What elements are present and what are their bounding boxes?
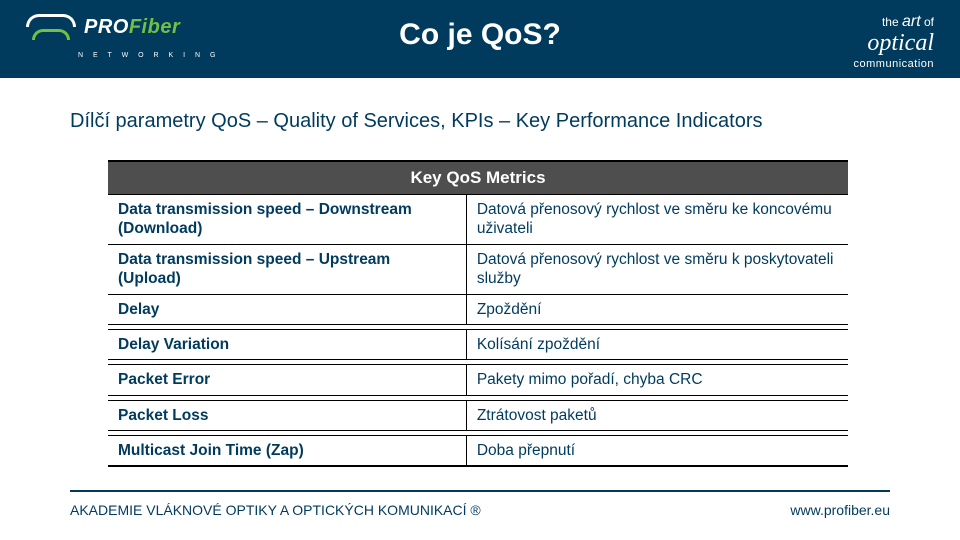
table-row: Packet ErrorPakety mimo pořadí, chyba CR…: [108, 365, 848, 395]
table-row: Delay VariationKolísání zpoždění: [108, 330, 848, 360]
slide-title: Co je QoS?: [0, 18, 960, 52]
table-row: Data transmission speed – Upstream (Uplo…: [108, 245, 848, 295]
cell-metric: Delay: [108, 295, 467, 324]
cell-description: Kolísání zpoždění: [467, 330, 848, 359]
qos-table: Key QoS Metrics Data transmission speed …: [108, 160, 848, 467]
cell-description: Datová přenosový rychlost ve směru ke ko…: [467, 195, 848, 244]
cell-metric: Packet Error: [108, 365, 467, 394]
subtitle: Dílčí parametry QoS – Quality of Service…: [70, 110, 763, 133]
header-bar: PROFiber N E T W O R K I N G the art of …: [0, 0, 960, 78]
table-row: Data transmission speed – Downstream (Do…: [108, 195, 848, 245]
table-row: Multicast Join Time (Zap)Doba přepnutí: [108, 436, 848, 465]
slide: PROFiber N E T W O R K I N G the art of …: [0, 0, 960, 540]
cell-description: Doba přepnutí: [467, 436, 848, 465]
footer: AKADEMIE VLÁKNOVÉ OPTIKY A OPTICKÝCH KOM…: [70, 502, 890, 518]
cell-description: Datová přenosový rychlost ve směru k pos…: [467, 245, 848, 294]
cell-metric: Packet Loss: [108, 401, 467, 430]
footer-left: AKADEMIE VLÁKNOVÉ OPTIKY A OPTICKÝCH KOM…: [70, 502, 481, 518]
cell-metric: Data transmission speed – Downstream (Do…: [108, 195, 467, 244]
cell-description: Pakety mimo pořadí, chyba CRC: [467, 365, 848, 394]
footer-divider: [70, 490, 890, 492]
logo-subtext: N E T W O R K I N G: [78, 52, 219, 59]
table-row: Packet LossZtrátovost paketů: [108, 401, 848, 431]
table-row: DelayZpoždění: [108, 295, 848, 325]
cell-description: Ztrátovost paketů: [467, 401, 848, 430]
cell-metric: Multicast Join Time (Zap): [108, 436, 467, 465]
cell-metric: Data transmission speed – Upstream (Uplo…: [108, 245, 467, 294]
cell-description: Zpoždění: [467, 295, 848, 324]
table-body: Data transmission speed – Downstream (Do…: [108, 195, 848, 465]
footer-right: www.profiber.eu: [790, 502, 890, 518]
table-header: Key QoS Metrics: [108, 162, 848, 195]
cell-metric: Delay Variation: [108, 330, 467, 359]
